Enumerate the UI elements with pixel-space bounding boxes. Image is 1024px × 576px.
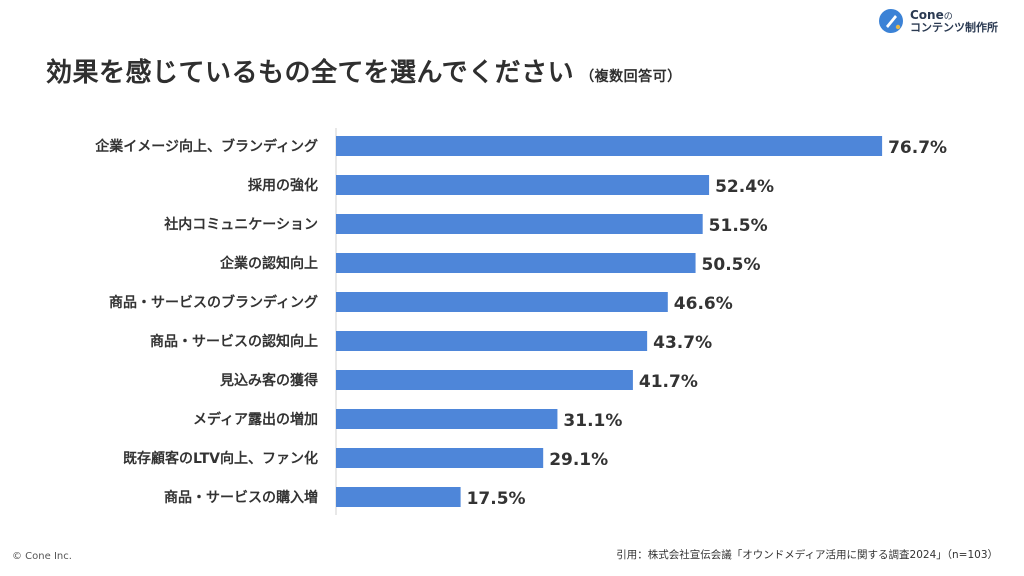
cone-logo-icon [879, 9, 903, 33]
category-label: 既存顧客のLTV向上、ファン化 [123, 450, 318, 467]
citation: 引用：株式会社宣伝会議「オウンドメディア活用に関する調査2024」（n=103） [616, 549, 998, 561]
value-label: 50.5% [702, 255, 761, 275]
category-label: 見込み客の獲得 [219, 372, 318, 389]
brand-subtitle: コンテンツ制作所 [910, 20, 998, 34]
category-label: 商品・サービスのブランディング [109, 294, 318, 311]
title-text: 効果を感じているもの全てを選んでください [46, 58, 575, 88]
category-label: 商品・サービスの認知向上 [150, 333, 318, 350]
category-label: メディア露出の増加 [193, 411, 318, 428]
category-label: 企業の認知向上 [219, 255, 318, 272]
bar [336, 253, 696, 273]
value-label: 17.5% [467, 489, 526, 509]
bar [336, 175, 710, 195]
bar [336, 214, 703, 234]
value-label: 31.1% [563, 411, 622, 431]
bar [336, 487, 461, 507]
title-note: （複数回答可） [580, 69, 682, 85]
category-label: 商品・サービスの購入増 [164, 489, 318, 506]
bar [336, 409, 558, 429]
brand-name-suffix: の [943, 11, 953, 22]
bar [336, 292, 668, 312]
value-label: 29.1% [549, 450, 608, 470]
category-label: 採用の強化 [248, 177, 318, 194]
bar [336, 136, 883, 156]
copyright: © Cone Inc. [12, 551, 72, 562]
bar [336, 448, 544, 468]
value-label: 76.7% [888, 138, 947, 158]
category-label: 社内コミュニケーション [163, 216, 318, 233]
category-label: 企業イメージ向上、ブランディング [94, 138, 318, 155]
value-label: 51.5% [709, 216, 768, 236]
value-label: 52.4% [715, 177, 774, 197]
value-label: 43.7% [653, 333, 712, 353]
value-label: 46.6% [674, 294, 733, 314]
bar [336, 370, 633, 390]
page-title: 効果を感じているもの全てを選んでください （複数回答可） [46, 52, 682, 89]
bar [336, 331, 648, 351]
value-label: 41.7% [639, 372, 698, 392]
brand-name: Cone [910, 7, 944, 22]
brand-logo: Coneの コンテンツ制作所 [878, 8, 998, 34]
